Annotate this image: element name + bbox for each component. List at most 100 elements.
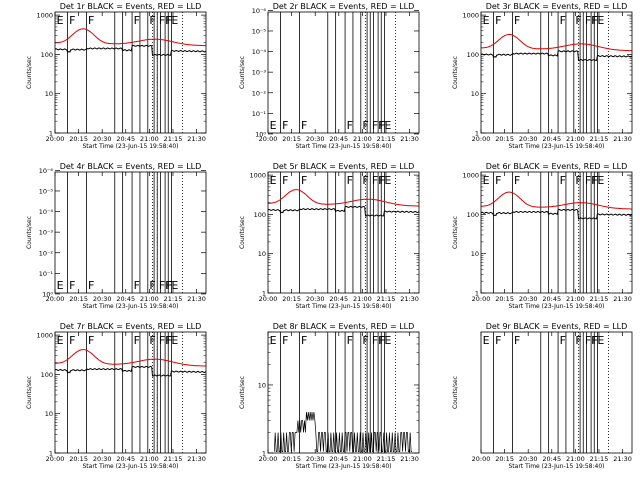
x-tick-label: 20:30 xyxy=(306,135,325,143)
y-axis-label: Counts/sec xyxy=(452,376,459,409)
x-tick-label: 20:00 xyxy=(259,135,278,143)
flag-label: F xyxy=(362,174,368,187)
flag-label: F xyxy=(591,174,597,187)
x-tick-label: 21:30 xyxy=(613,135,632,143)
flag-label: F xyxy=(167,334,173,347)
y-tick-label: 10⁻³ xyxy=(39,229,54,237)
flag-label: E xyxy=(597,14,604,27)
x-tick-label: 20:45 xyxy=(116,295,135,303)
flag-label: E xyxy=(270,174,277,187)
x-axis-label: Start Time (23-Jun-15 19:58:40) xyxy=(296,463,392,470)
x-tick-label: 20:30 xyxy=(306,455,325,463)
x-tick-label: 20:15 xyxy=(282,135,301,143)
y-axis-label: Counts/sec xyxy=(239,56,246,89)
x-tick-label: 20:30 xyxy=(93,455,112,463)
plot-area: E F F F F F FFE xyxy=(481,172,632,293)
flag-label: F xyxy=(301,334,307,347)
plot-area: E F F F F F FFE xyxy=(483,332,609,453)
flag-label: F xyxy=(585,334,591,347)
flag-label: F xyxy=(347,334,353,347)
flag-label: F xyxy=(585,174,591,187)
flag-label: F xyxy=(514,14,520,27)
y-tick-label: 1 xyxy=(49,450,53,458)
flag-label: E xyxy=(57,14,64,27)
y-tick-label: 100 xyxy=(467,211,479,219)
y-tick-label: 10⁻⁶ xyxy=(252,7,267,15)
y-tick-label: 10 xyxy=(258,250,266,258)
flag-label: F xyxy=(591,14,597,27)
plot-area: E F F F F F FFE xyxy=(270,332,413,453)
flag-label: F xyxy=(362,119,368,132)
flag-label: F xyxy=(593,334,599,347)
y-tick-label: 10 xyxy=(471,90,479,98)
flag-label: F xyxy=(282,334,288,347)
flag-label: E xyxy=(270,119,277,132)
lld-series-line xyxy=(481,191,632,210)
y-tick-label: 10⁻⁵ xyxy=(252,27,267,35)
flag-label: F xyxy=(378,119,384,132)
y-tick-label: 100 xyxy=(254,211,266,219)
x-tick-label: 21:30 xyxy=(400,135,419,143)
flag-label: F xyxy=(149,334,155,347)
x-tick-label: 21:00 xyxy=(353,295,372,303)
flag-label: E xyxy=(171,334,178,347)
flag-label: E xyxy=(384,334,391,347)
y-axis-label: Counts/sec xyxy=(239,216,246,249)
flag-label: F xyxy=(301,119,307,132)
plot-frame xyxy=(54,171,207,294)
flag-label: F xyxy=(69,279,75,292)
x-tick-label: 21:15 xyxy=(164,135,183,143)
flag-label: F xyxy=(575,14,581,27)
x-tick-label: 20:30 xyxy=(519,135,538,143)
flag-label: F xyxy=(362,334,368,347)
flag-label: E xyxy=(384,174,391,187)
y-tick-label: 10⁰ xyxy=(255,130,266,138)
x-tick-label: 21:30 xyxy=(400,455,419,463)
x-tick-label: 20:15 xyxy=(282,295,301,303)
plot-frame xyxy=(267,331,420,454)
x-tick-label: 20:45 xyxy=(116,455,135,463)
x-tick-label: 21:15 xyxy=(164,295,183,303)
y-tick-label: 10⁻⁵ xyxy=(39,187,54,195)
panel-title: Det 3r BLACK = Events, RED = LLD xyxy=(486,2,628,11)
flag-label: F xyxy=(380,119,386,132)
x-axis-label: Start Time (23-Jun-15 19:58:40) xyxy=(296,143,392,150)
y-tick-label: 10 xyxy=(471,250,479,258)
x-tick-label: 20:00 xyxy=(46,295,65,303)
flag-label: F xyxy=(167,14,173,27)
x-tick-label: 20:45 xyxy=(116,135,135,143)
x-tick-label: 20:45 xyxy=(542,295,561,303)
events-series-line xyxy=(273,411,413,452)
lld-series-line xyxy=(481,34,632,52)
events-series-line xyxy=(55,365,206,377)
flag-label: E xyxy=(57,279,64,292)
y-axis-label: Counts/sec xyxy=(26,376,33,409)
x-tick-label: 21:15 xyxy=(377,295,396,303)
x-tick-label: 20:00 xyxy=(472,135,491,143)
plot-frame xyxy=(54,331,207,454)
y-tick-label: 10⁻¹ xyxy=(39,270,54,278)
y-tick-label: 10⁻³ xyxy=(252,69,267,77)
plot-frame xyxy=(267,171,420,294)
x-tick-label: 21:30 xyxy=(613,455,632,463)
flag-label: F xyxy=(88,279,94,292)
plot-frame xyxy=(54,11,207,134)
flag-label: F xyxy=(593,174,599,187)
x-axis-label: Start Time (23-Jun-15 19:58:40) xyxy=(509,143,605,150)
x-tick-label: 20:00 xyxy=(472,295,491,303)
y-tick-label: 1000 xyxy=(36,12,53,20)
flag-label: E xyxy=(597,334,604,347)
y-tick-label: 10⁻¹ xyxy=(252,110,267,118)
flag-label: F xyxy=(165,14,171,27)
x-tick-label: 20:30 xyxy=(93,135,112,143)
y-tick-label: 10⁻² xyxy=(252,89,267,97)
flag-label: F xyxy=(347,119,353,132)
y-tick-label: 1 xyxy=(475,290,479,298)
flag-label: E xyxy=(483,174,490,187)
x-axis-label: Start Time (23-Jun-15 19:58:40) xyxy=(83,463,179,470)
